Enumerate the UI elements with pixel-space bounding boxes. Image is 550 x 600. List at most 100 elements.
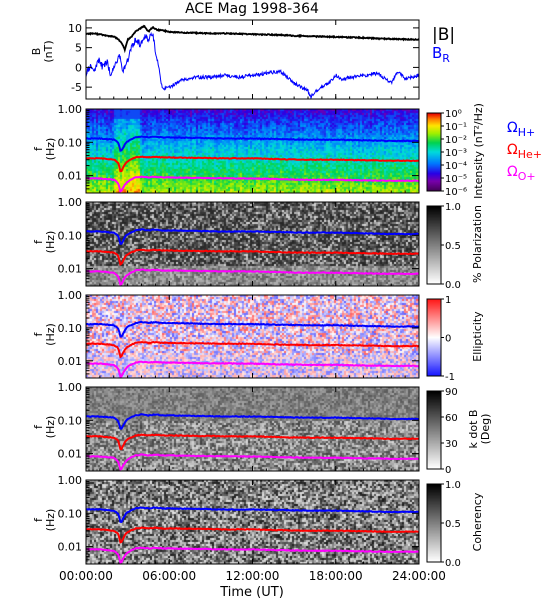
gyrofreq-line-oplus (85, 360, 420, 379)
colorbar-tick-label-kdotb-3: 0 (445, 465, 451, 476)
y-axis-label-intensity: f (32, 146, 45, 151)
colorbar-tick-label-intensity-1: 10⁻¹ (445, 122, 467, 133)
colorbar-polarization (427, 206, 441, 284)
colorbar-intensity (427, 113, 441, 191)
colorbar-frame-kdotb (426, 390, 442, 470)
gyrofreq-line-hplus (85, 320, 420, 338)
y-tick-label-polarization-2: 0.01 (58, 263, 83, 276)
gyrofreq-line-heplus (85, 433, 420, 451)
legend-hplus: ΩH+ (507, 120, 535, 139)
y-tick-label-ellipticity-1: 0.10 (58, 322, 83, 335)
y-axis-label-ellipticity: f (32, 331, 45, 336)
colorbar-tick-label-coherency-1: 0.5 (445, 519, 461, 530)
y-axis-unit-polarization: (Hz) (44, 231, 57, 254)
colorbar-label-coherency: Coherency (471, 492, 484, 551)
gyrofreq-line-hplus (85, 413, 420, 430)
x-tick-label-0: 00:00:00 (59, 569, 113, 583)
y-axis-label-coherency: f (32, 517, 45, 522)
gyrofreq-line-oplus (85, 175, 419, 193)
y-tick-label-b-2: 0 (75, 61, 82, 74)
y-axis-unit-b: (nT) (42, 40, 55, 62)
gyrofreq-line-oplus (85, 268, 420, 287)
colorbar-tick-label-intensity-3: 10⁻³ (445, 148, 467, 159)
y-tick-label-kdotb-2: 0.01 (58, 448, 83, 461)
gyrofreq-line-oplus (85, 453, 420, 471)
colorbar-tick-label-intensity-5: 10⁻⁵ (445, 174, 467, 185)
gyrofreq-line-heplus (85, 155, 420, 173)
colorbar-tick-label-intensity-2: 10⁻² (445, 135, 467, 146)
panel-intensity: 1.00 0.10 0.01 f (Hz) 10⁰ 10⁻¹ 10⁻² 10⁻³ 10⁻⁴ 10⁻⁵… (32, 103, 542, 199)
legend-heplus: ΩHe+ (507, 142, 542, 161)
x-tick-label-1: 06:00:00 (142, 569, 196, 583)
y-tick-label-intensity-0: 1.00 (58, 103, 83, 116)
panel-coherency: 1.00 0.10 0.01 f (Hz) 1.0 0.5 0.0 Coherency (32, 474, 484, 569)
x-axis: 00:00:00 06:00:00 12:00:00 18:00:00 24:00:00 (59, 569, 446, 583)
y-tick-label-ellipticity-2: 0.01 (58, 355, 83, 368)
panel-ellipticity: 1.00 0.10 0.01 f (Hz) 1 0 -1 Ellipticity (32, 289, 484, 383)
x-tick-label-2: 12:00:00 (226, 569, 280, 583)
y-tick-label-intensity-2: 0.01 (58, 170, 83, 183)
y-tick-label-ellipticity-0: 1.00 (58, 289, 83, 302)
panel-b-field: 10 5 0 -5 B (nT) |B|BR (30, 22, 455, 100)
colorbar-tick-label-ellipticity-2: -1 (445, 372, 455, 383)
x-tick-label-3: 18:00:00 (309, 569, 363, 583)
gyrofreq-line-heplus (85, 248, 419, 266)
colorbar-label-ellipticity: Ellipticity (471, 311, 484, 362)
gyrofreq-line-hplus (85, 228, 420, 246)
y-tick-label-kdotb-1: 0.10 (58, 414, 83, 427)
series-line-br (85, 31, 420, 100)
gyrofreq-line-heplus (85, 340, 420, 359)
colorbar-tick-label-ellipticity-1: 0 (445, 334, 451, 345)
colorbar-tick-label-intensity-4: 10⁻⁴ (445, 161, 467, 172)
x-ticks-coherency (85, 480, 420, 564)
gyrofreq-line-hplus (85, 135, 419, 152)
colorbar-tick-label-polarization-1: 0.5 (445, 241, 461, 252)
colorbar-label-kdotb: k dot B (467, 410, 480, 449)
y-tick-label-coherency-2: 0.01 (58, 541, 83, 554)
colorbar-tick-label-intensity-0: 10⁰ (445, 109, 462, 120)
y-tick-label-b-3: -5 (71, 81, 82, 94)
y-tick-label-polarization-1: 0.10 (58, 229, 83, 242)
x-axis-label: Time (UT) (219, 585, 284, 600)
x-ticks-intensity (85, 109, 420, 193)
colorbar-tick-label-kdotb-1: 60 (445, 413, 458, 424)
colorbar-kdotb (427, 391, 441, 469)
colorbar-tick-label-intensity-6: 10⁻⁶ (445, 187, 467, 198)
colorbar-tick-label-polarization-0: 1.0 (445, 202, 461, 213)
x-ticks-ellipticity (85, 295, 420, 378)
y-axis-label-b: B (30, 48, 43, 56)
y-tick-label-polarization-0: 1.00 (58, 196, 83, 209)
x-ticks-b (85, 20, 420, 99)
colorbar-ellipticity (427, 299, 441, 376)
colorbar-tick-label-polarization-2: 0.0 (445, 280, 461, 291)
legend-btotal: |B| (432, 25, 455, 45)
gyrofreq-line-hplus (85, 506, 420, 523)
colorbar-tick-label-coherency-2: 0.0 (445, 558, 461, 569)
colorbar-label-intensity: Intensity (nT²/Hz) (472, 103, 485, 199)
colorbar-label-2-kdotb: (Deg) (479, 414, 492, 445)
colorbar-tick-label-kdotb-0: 90 (445, 387, 458, 398)
y-axis-unit-coherency: (Hz) (44, 509, 57, 532)
y-axis-unit-kdotb: (Hz) (44, 416, 57, 439)
x-ticks-kdotb (85, 387, 420, 471)
colorbar-tick-label-kdotb-2: 30 (445, 439, 458, 450)
x-tick-label-4: 24:00:00 (392, 569, 446, 583)
colorbar-tick-label-ellipticity-0: 1 (445, 295, 451, 306)
colorbar-coherency (427, 484, 441, 562)
y-tick-label-coherency-0: 1.00 (58, 474, 83, 487)
colorbar-tick-label-coherency-0: 1.0 (445, 480, 461, 491)
panel-polarization: 1.00 0.10 0.01 f (Hz) 1.0 0.5 0.0 % Polarization (32, 196, 484, 291)
y-tick-label-b-1: 5 (75, 42, 82, 55)
series-line-btotal (85, 24, 420, 54)
y-axis-label-kdotb: f (32, 424, 45, 429)
y-tick-label-coherency-1: 0.10 (58, 507, 83, 520)
gyrofreq-line-oplus (85, 546, 420, 564)
y-axis-unit-ellipticity: (Hz) (44, 323, 57, 346)
legend-br: BR (432, 44, 450, 65)
y-tick-label-intensity-1: 0.10 (58, 136, 83, 149)
chart-title: ACE Mag 1998-364 (185, 1, 319, 17)
gyrofreq-line-heplus (85, 526, 420, 544)
x-ticks-polarization (85, 202, 420, 286)
